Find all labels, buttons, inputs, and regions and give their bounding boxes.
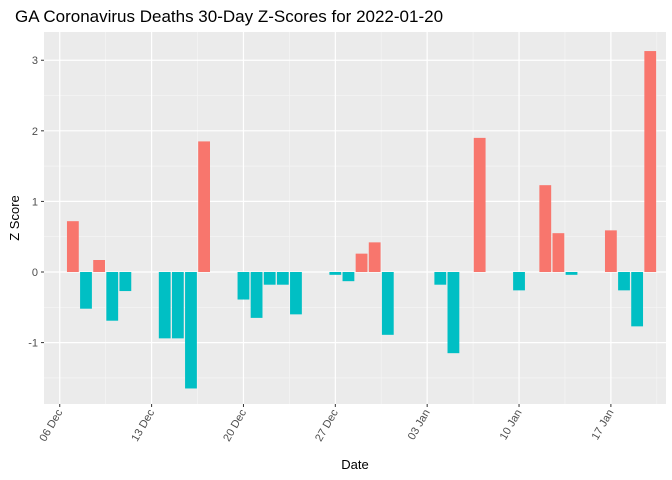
- y-tick-label: -1: [28, 338, 38, 350]
- bar: [119, 272, 132, 292]
- x-tick-label: 13 Dec: [129, 407, 157, 444]
- bar: [513, 272, 525, 291]
- bar: [368, 242, 381, 272]
- y-tick-label: 3: [32, 55, 38, 67]
- bar: [342, 272, 355, 282]
- bar: [473, 137, 486, 272]
- y-axis-title: Z Score: [7, 195, 22, 241]
- bar: [171, 272, 184, 339]
- x-tick-label: 20 Dec: [221, 407, 249, 444]
- bar: [447, 272, 460, 354]
- bar: [618, 272, 630, 291]
- chart-title: GA Coronavirus Deaths 30-Day Z-Scores fo…: [15, 7, 443, 26]
- bars-group: [66, 51, 657, 389]
- bar: [93, 260, 106, 272]
- bar: [198, 141, 210, 272]
- bar: [263, 272, 276, 285]
- y-axis: -1 0 1 2 3: [28, 55, 44, 350]
- bar: [329, 272, 342, 275]
- bar: [66, 221, 79, 272]
- bar: [290, 272, 302, 315]
- bar: [565, 272, 578, 275]
- bar: [80, 272, 92, 309]
- bar: [604, 230, 617, 272]
- bar: [237, 272, 250, 300]
- x-tick-label: 03 Jan: [406, 408, 433, 443]
- bar: [250, 272, 263, 318]
- y-tick-label: 0: [32, 267, 38, 279]
- y-tick-label: 1: [32, 196, 38, 208]
- bar: [381, 272, 394, 335]
- x-tick-label: 17 Jan: [590, 408, 617, 443]
- x-axis-title: Date: [341, 457, 368, 472]
- bar: [434, 272, 447, 285]
- x-tick-label: 06 Dec: [38, 407, 66, 444]
- bar: [644, 51, 657, 272]
- bar: [276, 272, 289, 285]
- y-tick-label: 2: [32, 126, 38, 138]
- x-axis: 06 Dec 13 Dec 20 Dec 27 Dec 03 Jan 10 Jan 17 J…: [38, 404, 617, 444]
- bar: [106, 272, 119, 321]
- x-tick-label: 10 Jan: [498, 408, 525, 443]
- plot-panel: [44, 32, 666, 404]
- x-tick-label: 27 Dec: [313, 407, 341, 444]
- bar: [631, 272, 644, 327]
- bar: [185, 272, 197, 389]
- bar: [539, 185, 552, 272]
- bar: [552, 233, 565, 272]
- bar: [158, 272, 171, 339]
- bar: [355, 253, 368, 272]
